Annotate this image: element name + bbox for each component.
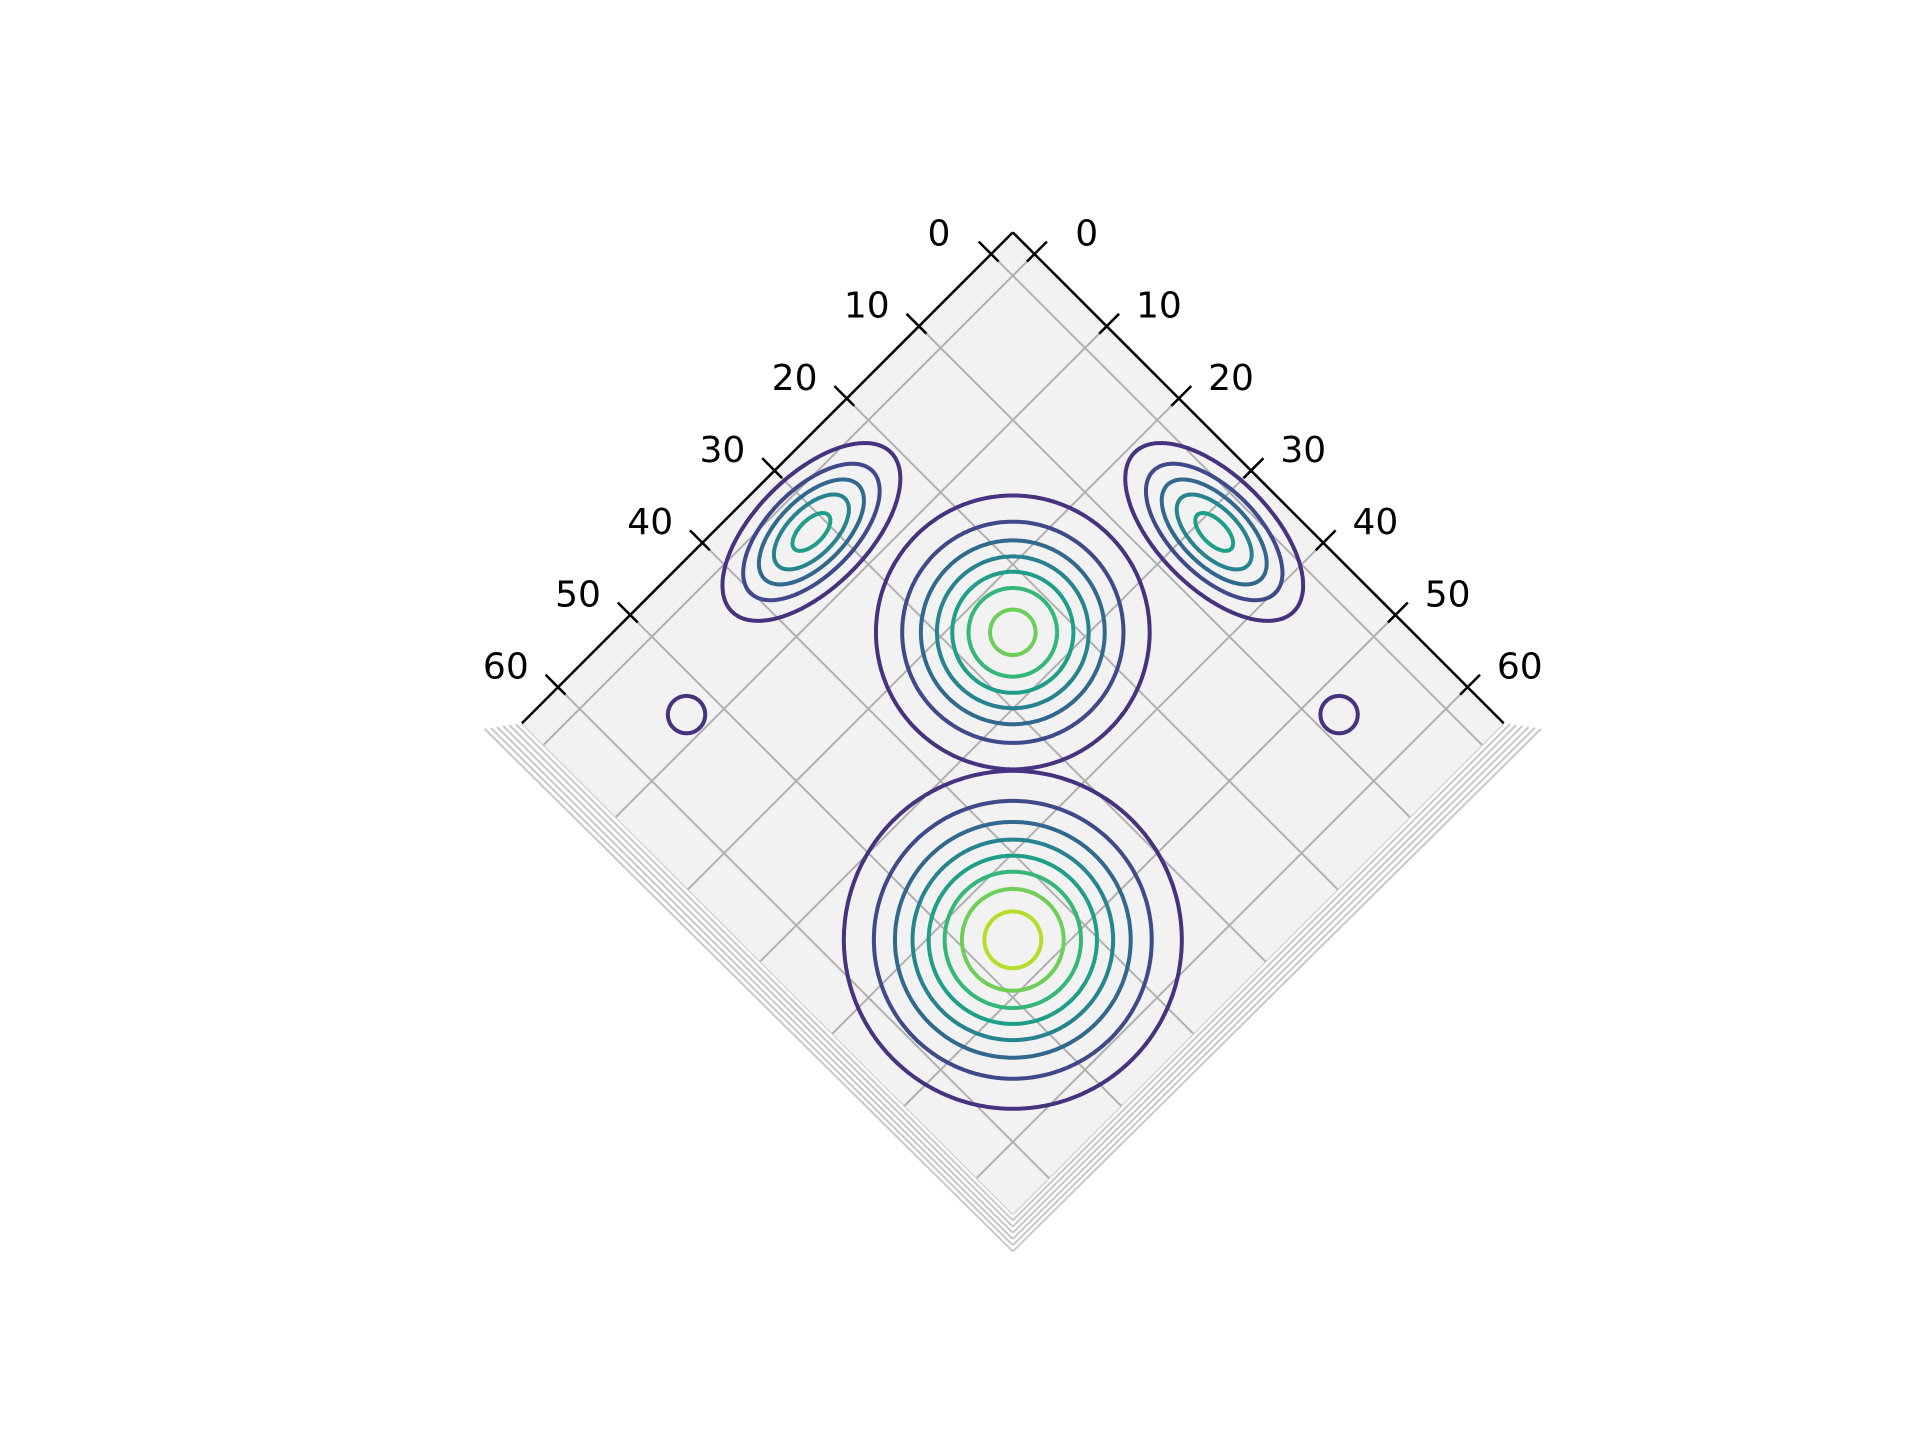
x-axis-line [521, 231, 1014, 725]
x-tick [544, 673, 567, 696]
x-tick-label: 40 [627, 502, 673, 543]
grid-line [557, 686, 1050, 1179]
y-tick-label: 10 [1136, 286, 1182, 327]
y-tick [1026, 240, 1048, 263]
x-tick [616, 601, 639, 624]
pane-wall [1012, 727, 1536, 1246]
pane-wall [502, 725, 1014, 1234]
y-tick-label: 30 [1280, 430, 1326, 471]
x-tick-label: 20 [772, 358, 818, 399]
y-tick [1242, 457, 1265, 479]
pane-wall [1012, 726, 1530, 1240]
grid-line [846, 397, 1339, 891]
y-tick-label: 0 [1075, 213, 1098, 254]
grid-line [976, 686, 1469, 1179]
x-tick-label: 60 [483, 647, 529, 688]
pane-wall [515, 723, 1014, 1222]
x-tick-label: 50 [555, 574, 601, 615]
grid-line [990, 253, 1483, 746]
y-tick-label: 40 [1353, 502, 1399, 543]
contour-line [756, 477, 1269, 1060]
x-tick-label: 30 [699, 430, 745, 471]
x-tick [833, 385, 856, 407]
x-tick [761, 457, 783, 479]
contour-line [790, 511, 1236, 1026]
grid-line [542, 253, 1036, 746]
pane-wall [483, 728, 1014, 1253]
grid-line [903, 614, 1397, 1107]
y-tick [1314, 529, 1337, 552]
grid-line [629, 614, 1122, 1107]
grid-line [759, 469, 1252, 963]
contour-line [982, 909, 1044, 971]
pane-wall [1012, 725, 1524, 1234]
contour-line [665, 441, 1360, 1111]
y-tick [1387, 601, 1409, 624]
pane-wall [496, 726, 1014, 1240]
y-tick [1459, 673, 1481, 696]
x-tick [905, 312, 928, 335]
x-tick [689, 529, 711, 552]
pane-wall [490, 727, 1014, 1246]
pane-wall [508, 724, 1014, 1228]
grid-line [615, 325, 1108, 818]
x-tick [977, 240, 1000, 263]
y-axis-line [1011, 231, 1505, 725]
grid-line [773, 469, 1267, 963]
contour-line [741, 461, 1285, 1081]
y-tick [1098, 312, 1120, 335]
grid-line [687, 397, 1180, 891]
y-tick-label: 50 [1425, 574, 1471, 615]
y-tick-label: 60 [1497, 647, 1543, 688]
x-tick-label: 10 [844, 286, 890, 327]
contour-line [771, 492, 1254, 1043]
pane-wall [1012, 723, 1511, 1222]
y-tick-label: 20 [1208, 358, 1254, 399]
contour-line [942, 586, 1083, 1010]
grid-line [918, 325, 1411, 818]
x-tick-label: 0 [928, 213, 951, 254]
contour-line [959, 607, 1066, 993]
pane-wall [1012, 728, 1542, 1253]
y-tick [1170, 385, 1193, 407]
pane-wall [1012, 724, 1517, 1228]
